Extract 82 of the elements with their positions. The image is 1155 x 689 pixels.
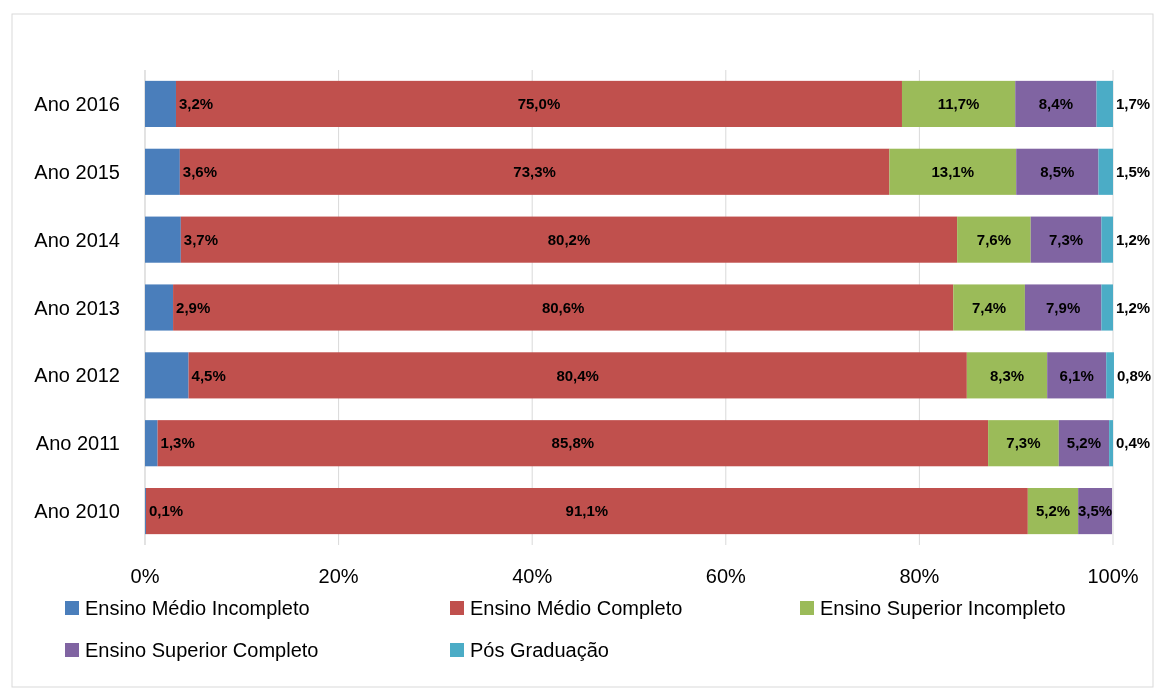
bar — [179, 148, 890, 195]
data-label: 80,4% — [556, 366, 599, 384]
data-label: 6,1% — [1059, 366, 1094, 384]
bar — [1101, 216, 1113, 263]
data-label: 1,2% — [1116, 298, 1151, 316]
data-label: 13,1% — [931, 163, 975, 181]
data-label: 8,5% — [1040, 163, 1075, 181]
bar — [157, 420, 989, 467]
data-label: 8,4% — [1038, 95, 1073, 113]
data-label: 2,9% — [176, 298, 211, 316]
data-label: 80,6% — [541, 298, 585, 316]
bar — [145, 352, 189, 399]
y-tick-label: Ano 2016 — [34, 92, 120, 115]
x-tick-label: 0% — [130, 565, 160, 587]
data-label: 80,2% — [547, 230, 591, 248]
bar — [145, 488, 1028, 535]
y-tick-label: Ano 2014 — [34, 228, 120, 251]
data-label: 0,4% — [1116, 434, 1151, 452]
data-label: 7,6% — [976, 230, 1012, 248]
data-label: 0,1% — [148, 502, 184, 520]
bar — [145, 284, 174, 331]
bar — [180, 216, 958, 263]
bar — [1015, 80, 1097, 127]
data-label: 1,7% — [1116, 95, 1151, 113]
data-label: 75,0% — [517, 95, 561, 113]
y-tick-label: Ano 2011 — [35, 432, 120, 455]
bar — [957, 216, 1031, 263]
data-label: 7,9% — [1046, 298, 1081, 316]
bar — [1109, 420, 1113, 467]
data-label: 3,5% — [1077, 502, 1113, 520]
x-tick-label: 20% — [318, 565, 359, 587]
bar — [175, 80, 902, 127]
bar — [188, 352, 967, 399]
data-label: 3,2% — [178, 95, 214, 113]
data-label: 1,3% — [160, 434, 195, 452]
bar — [145, 80, 176, 127]
y-tick-label: Ano 2012 — [34, 364, 120, 387]
bar — [145, 216, 181, 263]
x-tick-label: 60% — [705, 565, 747, 587]
data-label: 11,7% — [937, 95, 980, 113]
bar — [1030, 216, 1102, 263]
y-tick-label: Ano 2013 — [34, 296, 120, 319]
bar — [1098, 148, 1113, 195]
y-tick-label: Ano 2010 — [34, 500, 120, 523]
bar — [889, 148, 1017, 195]
x-tick-label: 40% — [512, 565, 553, 587]
x-tick-label: 100% — [1087, 565, 1139, 587]
data-label: 73,3% — [513, 163, 556, 181]
data-label: 8,3% — [989, 366, 1025, 384]
data-label: 1,5% — [1116, 163, 1151, 181]
data-label: 3,6% — [182, 163, 218, 181]
bar — [1101, 284, 1113, 331]
bar — [966, 352, 1048, 399]
bar — [988, 420, 1059, 467]
legend-label: Pós Graduação — [470, 639, 609, 661]
bar — [1024, 284, 1102, 331]
bar — [1047, 352, 1107, 399]
bar — [173, 284, 954, 331]
legend-label: Ensino Superior Incompleto — [820, 597, 1066, 619]
data-label: 7,3% — [1006, 434, 1041, 452]
data-label: 3,7% — [183, 230, 219, 248]
legend-label: Ensino Superior Completo — [85, 639, 319, 661]
bar — [145, 148, 180, 195]
data-label: 5,2% — [1035, 502, 1071, 520]
bar — [1096, 80, 1113, 127]
data-label: 85,8% — [551, 434, 595, 452]
data-label: 0,8% — [1116, 366, 1152, 384]
bar — [953, 284, 1025, 331]
y-tick-label: Ano 2015 — [34, 160, 120, 183]
bar — [1106, 352, 1114, 399]
data-label: 7,4% — [971, 298, 1007, 316]
data-label: 1,2% — [1116, 230, 1151, 248]
data-label: 7,3% — [1048, 230, 1084, 248]
bar — [1016, 148, 1099, 195]
data-label: 4,5% — [191, 366, 226, 384]
bar — [901, 80, 1016, 127]
data-label: 91,1% — [565, 502, 609, 520]
legend-label: Ensino Médio Completo — [470, 597, 683, 619]
bar — [145, 420, 158, 467]
x-tick-label: 80% — [899, 565, 940, 587]
data-label: 5,2% — [1066, 434, 1102, 452]
legend-label: Ensino Médio Incompleto — [85, 597, 310, 619]
